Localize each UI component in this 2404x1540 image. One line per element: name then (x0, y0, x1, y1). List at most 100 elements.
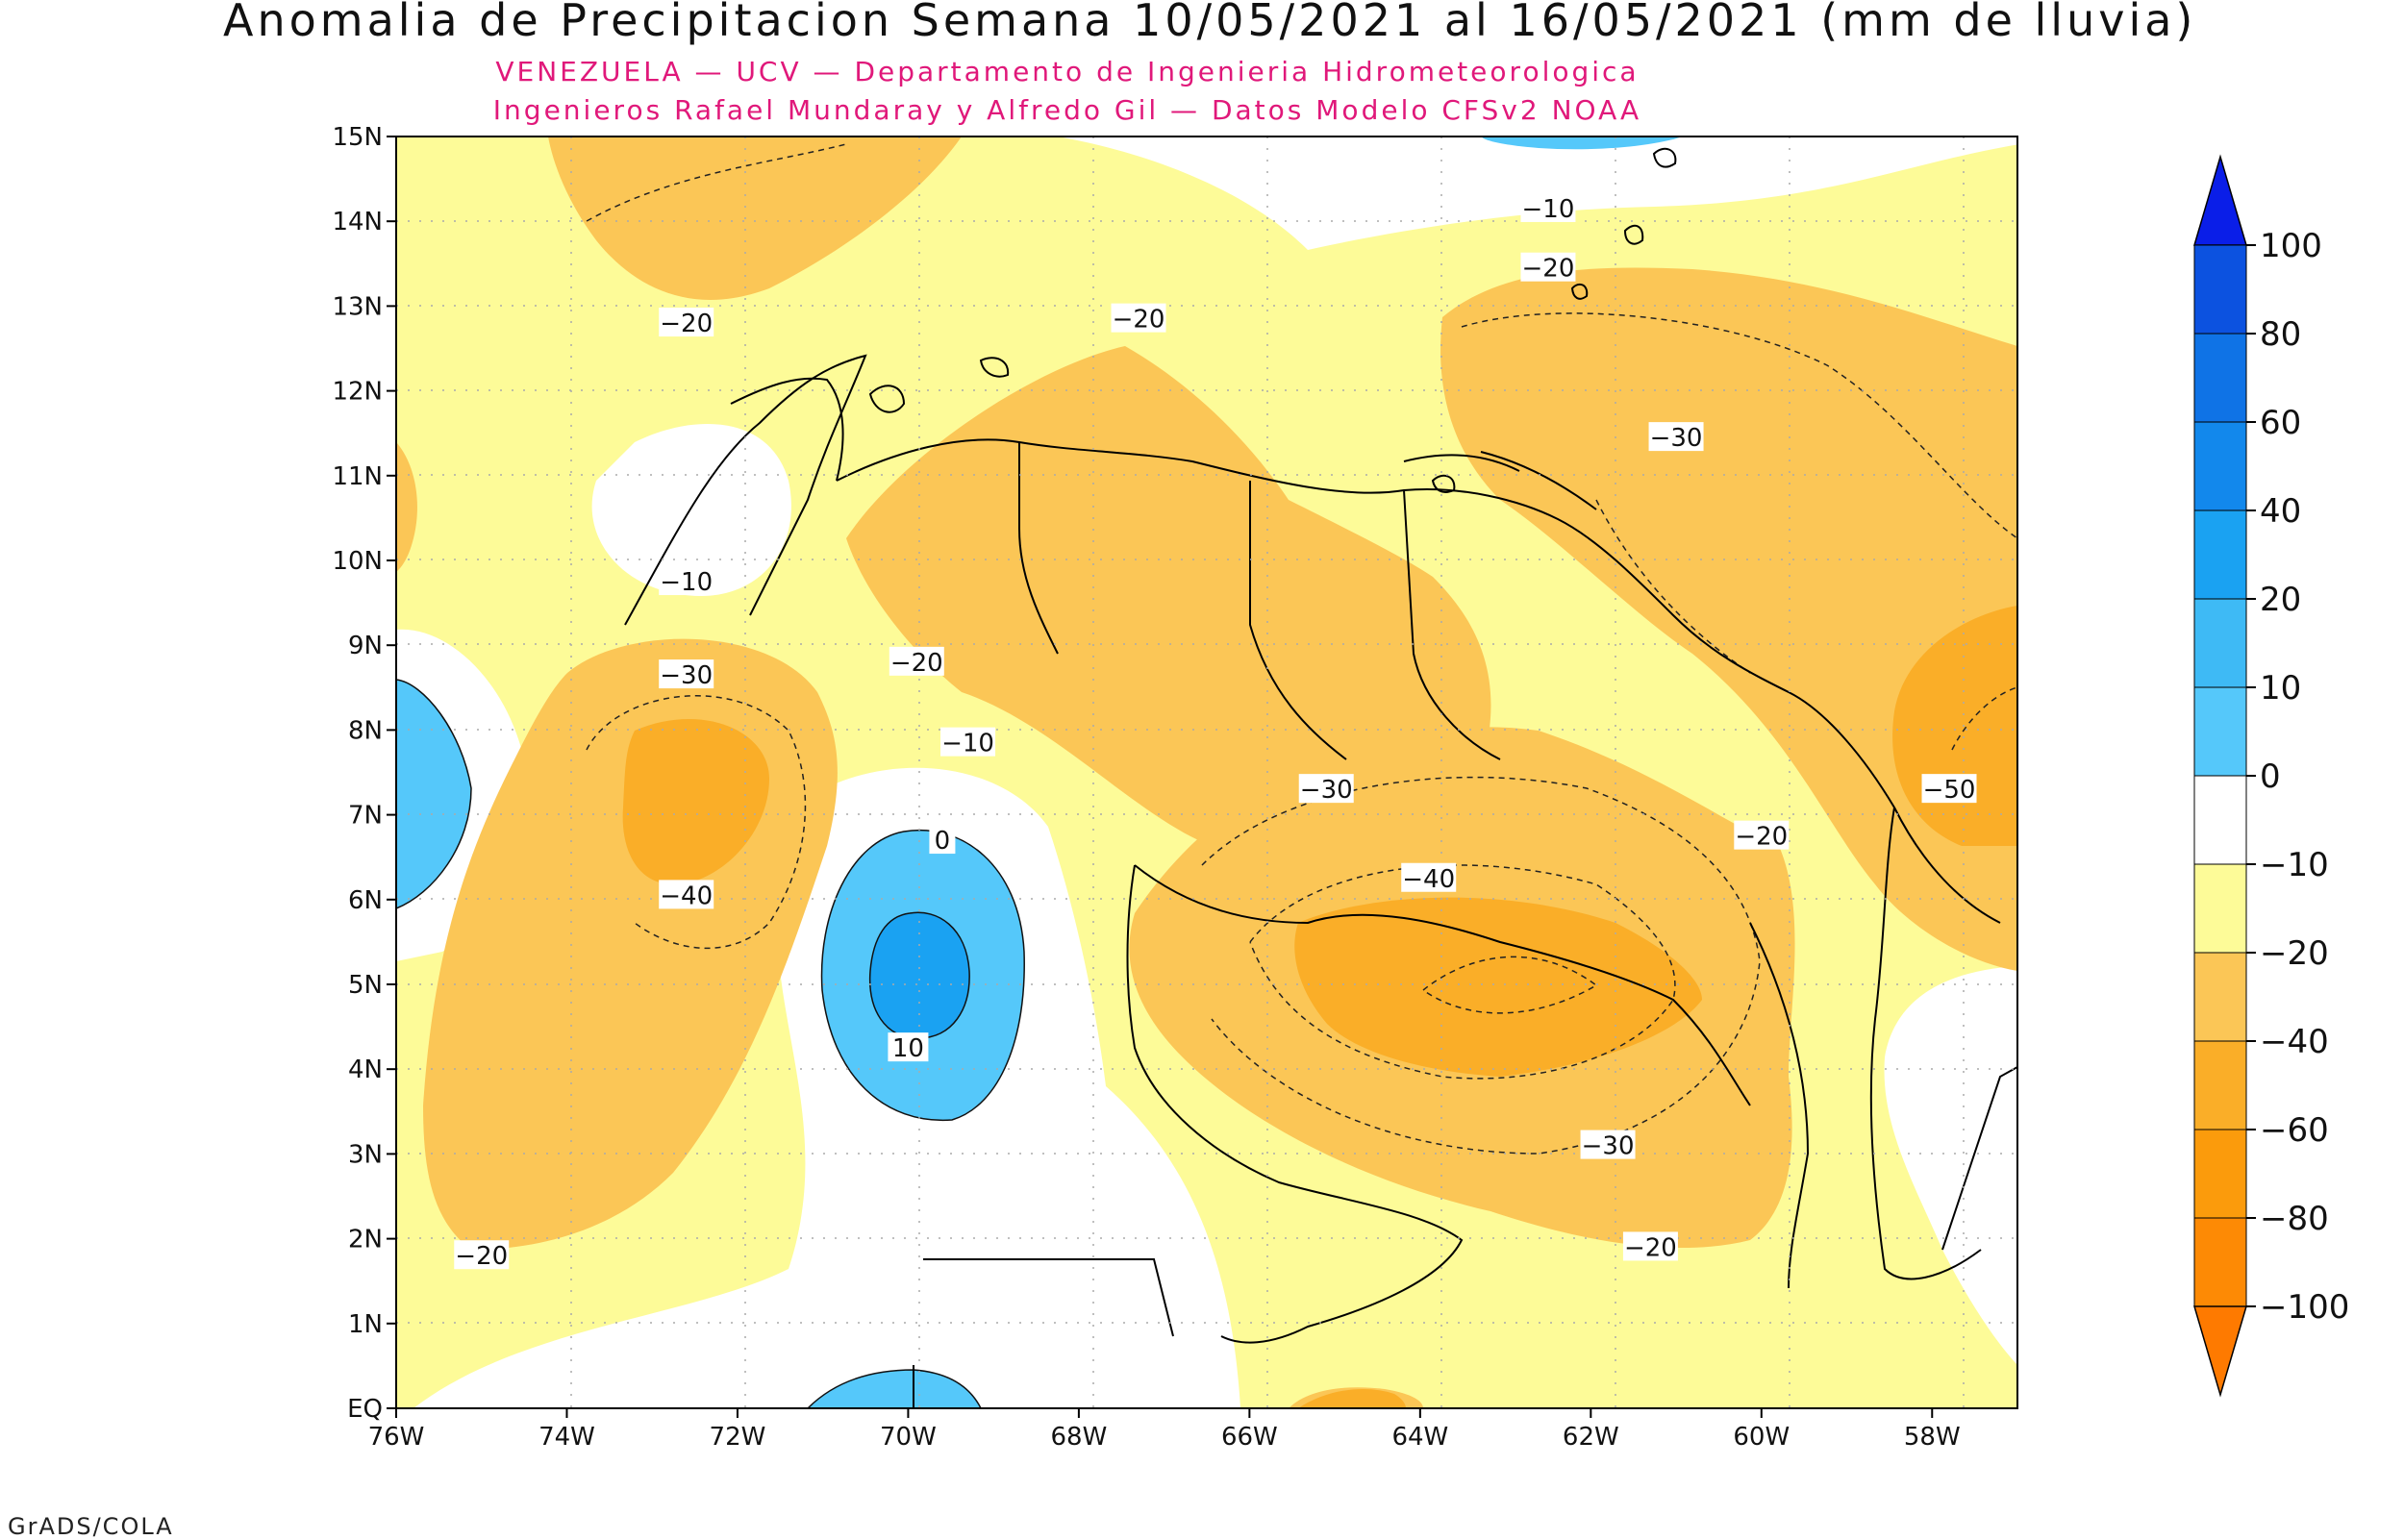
zone-n40-west (622, 719, 769, 885)
contour-label: 0 (929, 825, 956, 856)
contour-label-bg (940, 727, 996, 757)
contour-label: −10 (940, 727, 996, 758)
contour-label-bg (1622, 1231, 1678, 1261)
contour-label-text: −40 (660, 882, 713, 910)
y-tick-label: 4N (348, 1056, 383, 1084)
colorbar-segment (2193, 775, 2247, 865)
contour-label: −20 (1111, 303, 1166, 335)
y-tick-label: 6N (348, 886, 383, 915)
y-tick-label: 1N (348, 1310, 383, 1339)
zone-n20-left-edge (396, 442, 417, 572)
contour-label-bg (454, 1240, 510, 1270)
colorbar-label: 10 (2260, 669, 2301, 708)
x-tick-label: 62W (1563, 1423, 1619, 1452)
colorbar-top-arrow (2192, 154, 2248, 246)
colorbar-label: 80 (2260, 315, 2301, 354)
contour-label: 10 (888, 1032, 929, 1063)
zone-white-central (413, 767, 1240, 1408)
colorbar-label: −100 (2260, 1288, 2349, 1327)
contour-label-bg (888, 1032, 929, 1062)
contour-label-bg (889, 646, 944, 676)
contour-label-text: −10 (941, 730, 994, 758)
x-tick-label: 58W (1904, 1423, 1961, 1452)
map-subtitle-line1: VENEZUELA — UCV — Departamento de Ingeni… (495, 56, 1640, 87)
contour-label-text: −20 (660, 310, 713, 338)
colorbar-label: 100 (2260, 227, 2322, 265)
colorbar-segment (2193, 421, 2247, 511)
contour-label-bg (1520, 192, 1576, 222)
anomaly-field: −10 −20 −20 −20 −30 −10 −30 −20 −10 −30 −50 0 −20 −40… (396, 137, 2017, 1408)
contour-label: −20 (889, 646, 944, 678)
contour-label-bg (659, 566, 714, 596)
colorbar-segment (2193, 686, 2247, 777)
x-tick-label: 66W (1221, 1423, 1278, 1452)
contour-label: −30 (1648, 422, 1704, 453)
zone-white-northwest (591, 423, 791, 596)
contour-label-bg (929, 825, 956, 855)
y-tick-label: 2N (348, 1226, 383, 1254)
colorbar-bottom-arrow (2192, 1305, 2248, 1398)
x-tick-label: 76W (368, 1423, 425, 1452)
y-tick-label: 8N (348, 716, 383, 745)
contour-label-bg (1648, 422, 1704, 452)
contour-label-text: −30 (1650, 424, 1703, 453)
contour-label: −20 (659, 308, 714, 338)
zone-pos-north (1481, 137, 1683, 150)
contour-label: −30 (1580, 1130, 1636, 1161)
contour-label: −40 (1401, 862, 1457, 894)
contour-label-text: −20 (1624, 1233, 1677, 1262)
colorbar-label: −20 (2260, 934, 2329, 973)
zone-pos-west (396, 680, 471, 908)
lat-lon-grid (396, 137, 2017, 1408)
contour-label-text: −10 (660, 568, 713, 597)
colorbar-segment (2193, 1129, 2247, 1219)
contour-label: −20 (454, 1240, 510, 1271)
contour-label: −10 (1520, 192, 1576, 224)
contour-label: −30 (1298, 774, 1354, 805)
contour-label-bg (659, 880, 714, 909)
contour-label-text: −30 (1582, 1132, 1635, 1161)
y-tick-label: 3N (348, 1140, 383, 1169)
colorbar-segment (2193, 598, 2247, 688)
plot-frame (395, 136, 2018, 1409)
contour-label-text: −40 (1402, 865, 1455, 894)
contour-label-text: −20 (455, 1242, 508, 1271)
x-tick-label: 64W (1391, 1423, 1448, 1452)
contour-label-text: −20 (890, 649, 943, 678)
colorbar-label: 0 (2260, 758, 2281, 796)
y-tick-label: 7N (348, 802, 383, 831)
colorbar-label: 60 (2260, 404, 2301, 442)
contour-label-bg (659, 308, 714, 337)
colorbar-segment (2193, 509, 2247, 600)
dashed-contours (586, 143, 2017, 1155)
contour-labels: −10 −20 −20 −20 −30 −10 −30 −20 −10 −30 −50 0 −20 −40… (454, 192, 1977, 1271)
contour-label-bg (1921, 774, 1977, 804)
contour-label: −20 (1520, 252, 1576, 284)
grads-credit: GrADS/COLA (8, 1513, 174, 1540)
y-axis: EQ 1N 2N 3N 4N 5N 6N 7N 8N 9N 10N 11N 12N 13N 14N 15N (332, 123, 396, 1424)
contour-label-text: −20 (1522, 255, 1575, 284)
x-tick-label: 60W (1733, 1423, 1790, 1452)
y-tick-label: 15N (332, 123, 383, 152)
colorbar-label: 40 (2260, 492, 2301, 531)
colorbar-label: −10 (2260, 846, 2329, 884)
colorbar-segment (2193, 863, 2247, 954)
x-tick-label: 72W (710, 1423, 766, 1452)
colorbar-segment (2193, 1040, 2247, 1130)
contour-label: −20 (1622, 1231, 1678, 1262)
zone-n20-northwest (548, 137, 962, 300)
contour-label-bg (1520, 252, 1576, 282)
zone-pos-central-core (869, 912, 970, 1038)
contour-label-text: −10 (1522, 195, 1575, 224)
y-tick-label: 14N (332, 208, 383, 236)
zone-n20-east (1440, 267, 2017, 971)
colorbar-label: −40 (2260, 1023, 2329, 1061)
map-title: Anomalia de Precipitacion Semana 10/05/2… (223, 0, 2197, 46)
y-tick-label: 12N (332, 378, 383, 407)
islands (868, 147, 1677, 493)
colorbar-label: −80 (2260, 1200, 2329, 1238)
x-tick-label: 70W (880, 1423, 937, 1452)
contour-label-text: −20 (1113, 306, 1165, 335)
